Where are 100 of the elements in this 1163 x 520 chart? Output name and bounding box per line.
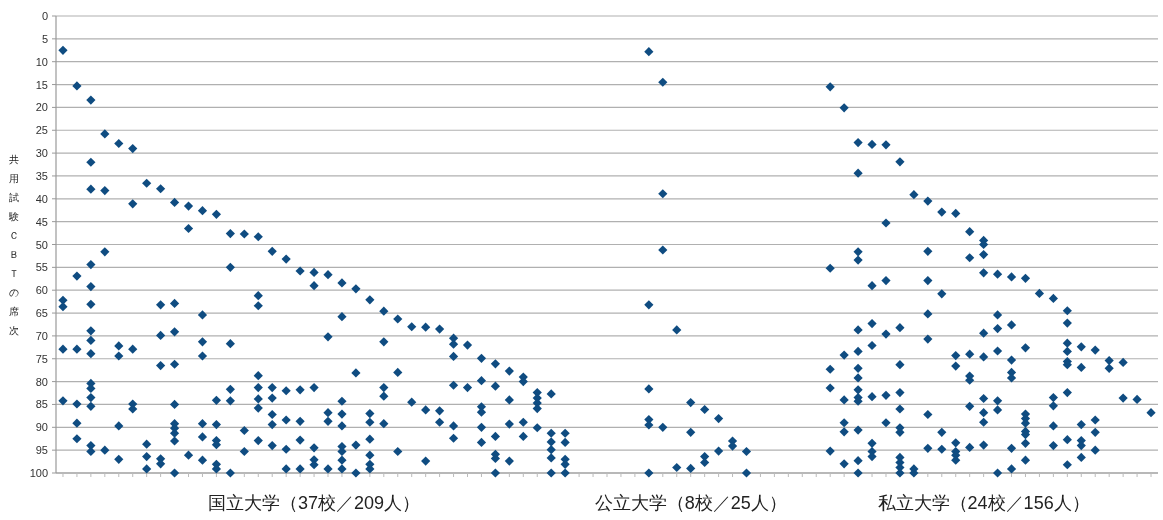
point — [658, 245, 668, 255]
point — [1076, 419, 1086, 430]
point — [951, 438, 961, 448]
y-tick-label: 35 — [35, 169, 48, 182]
point — [365, 450, 375, 460]
point — [979, 249, 989, 260]
y-tick-label: 20 — [35, 101, 48, 114]
point — [421, 456, 431, 466]
point — [504, 456, 514, 466]
point — [853, 247, 863, 257]
point — [169, 327, 180, 337]
point — [197, 432, 208, 442]
point — [853, 373, 863, 383]
point — [197, 337, 208, 347]
point — [365, 434, 375, 444]
point — [965, 442, 975, 453]
point — [965, 349, 975, 359]
point — [448, 380, 459, 390]
point — [1062, 435, 1072, 445]
point — [518, 431, 528, 442]
point — [86, 260, 96, 270]
point — [169, 468, 180, 478]
point — [169, 359, 180, 369]
point — [867, 318, 877, 329]
point — [114, 454, 124, 464]
point — [197, 351, 208, 361]
point — [253, 371, 263, 381]
point — [923, 276, 933, 286]
point — [337, 409, 347, 419]
y-tick-label: 75 — [35, 352, 48, 365]
point — [86, 299, 96, 309]
point — [58, 396, 68, 406]
point — [351, 468, 361, 478]
point — [853, 325, 863, 335]
point — [853, 255, 863, 265]
point — [867, 438, 877, 448]
point — [225, 384, 235, 394]
x-tick-label: 私立大学（24校／156人） — [877, 493, 1090, 513]
y-tick-label: 85 — [35, 398, 48, 411]
point — [169, 399, 180, 410]
point — [72, 434, 82, 444]
point — [1062, 460, 1072, 470]
point — [951, 361, 961, 371]
point — [281, 444, 291, 454]
point — [979, 328, 989, 338]
point — [853, 425, 863, 435]
y-tick-label: 95 — [35, 444, 48, 457]
point — [267, 440, 277, 451]
point — [253, 403, 263, 413]
point — [504, 419, 514, 429]
point — [379, 419, 389, 429]
point — [853, 363, 863, 373]
point — [839, 395, 849, 405]
point — [169, 436, 180, 446]
point — [86, 401, 96, 411]
point — [323, 464, 333, 474]
point — [1090, 445, 1100, 455]
point — [1006, 443, 1017, 453]
point — [992, 405, 1003, 415]
point — [979, 440, 989, 450]
point — [1048, 401, 1058, 411]
point — [490, 468, 501, 478]
point — [839, 418, 849, 428]
point — [211, 419, 222, 430]
point — [253, 382, 263, 393]
point — [979, 352, 989, 362]
point — [853, 346, 863, 357]
point — [1006, 464, 1017, 474]
point — [853, 468, 863, 478]
point — [853, 385, 863, 395]
point — [1062, 346, 1072, 357]
point — [323, 408, 333, 418]
point — [337, 421, 347, 431]
point — [225, 396, 235, 406]
y-tick-label: 0 — [41, 10, 48, 22]
point — [253, 435, 263, 446]
point — [979, 393, 989, 404]
point — [253, 301, 263, 311]
point — [532, 423, 542, 433]
point — [114, 351, 124, 361]
point — [142, 451, 152, 462]
point — [476, 437, 487, 447]
point — [881, 390, 891, 400]
y-tick-label: 45 — [35, 215, 48, 228]
point — [156, 330, 166, 341]
point — [225, 468, 235, 478]
x-tick-label: 公立大学（8校／25人） — [594, 493, 787, 513]
point — [490, 431, 501, 442]
point — [379, 391, 389, 401]
point — [881, 329, 891, 339]
point — [546, 445, 556, 455]
point — [72, 344, 82, 354]
point — [267, 393, 277, 403]
point — [295, 435, 305, 445]
point — [1006, 355, 1017, 365]
y-tick-label: 80 — [35, 375, 48, 388]
point — [253, 394, 263, 404]
point — [309, 443, 319, 453]
point — [992, 468, 1003, 478]
point — [895, 360, 905, 370]
